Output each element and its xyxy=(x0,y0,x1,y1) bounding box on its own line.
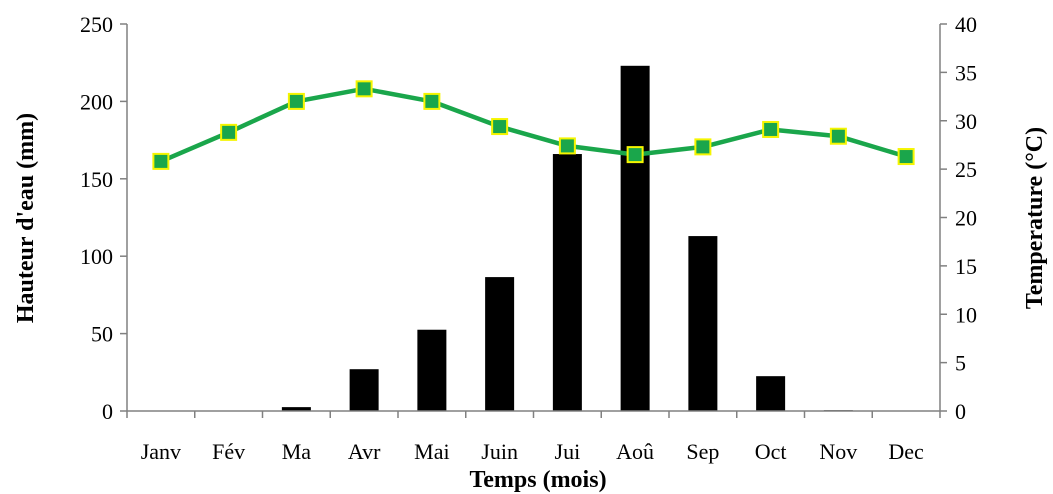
rainfall-bar xyxy=(349,369,379,411)
temperature-marker xyxy=(694,138,712,156)
x-tick-label: Jui xyxy=(555,439,581,464)
temperature-marker xyxy=(423,92,441,110)
left-y-tick-label: 150 xyxy=(80,167,113,192)
right-axis-title: Temperature (°C) xyxy=(1022,127,1048,309)
left-axis-title: Hauteur d'eau (mm) xyxy=(13,113,39,323)
temperature-line xyxy=(160,86,907,164)
rainfall-bar xyxy=(552,154,582,412)
right-y-tick-label: 40 xyxy=(955,12,977,37)
ticks xyxy=(120,23,947,418)
temperature-marker xyxy=(491,118,509,136)
x-tick-label: Juin xyxy=(481,439,518,464)
left-y-tick-label: 250 xyxy=(80,12,113,37)
x-tick-label: Fév xyxy=(212,439,245,464)
axes xyxy=(126,24,941,412)
rainfall-bar xyxy=(756,376,786,411)
right-y-tick-label: 30 xyxy=(955,109,977,134)
right-y-tick-label: 35 xyxy=(955,60,977,85)
temperature-line-series xyxy=(152,80,915,170)
x-tick-label: Sep xyxy=(686,439,719,464)
right-y-tick-label: 25 xyxy=(955,157,977,182)
x-tick-label: Ma xyxy=(282,439,312,464)
rainfall-bar xyxy=(417,329,447,411)
x-tick-label: Avr xyxy=(348,439,381,464)
left-y-tick-label: 200 xyxy=(80,89,113,114)
rainfall-bar xyxy=(485,277,515,411)
x-tick-label: Oct xyxy=(755,439,787,464)
tick-labels: 0 50 100 150 200 250 0 5 10 15 20 25 30 35 40 Janv Fév Ma… xyxy=(80,12,977,464)
temperature-marker xyxy=(220,123,238,141)
rainfall-bar xyxy=(281,407,311,411)
temperature-marker xyxy=(626,146,644,164)
right-y-tick-label: 5 xyxy=(955,351,966,376)
x-tick-label: Nov xyxy=(819,439,857,464)
x-axis-title: Temps (mois) xyxy=(469,467,606,493)
temperature-marker xyxy=(558,137,576,155)
temperature-marker xyxy=(355,80,373,98)
temperature-marker xyxy=(152,152,170,170)
right-y-tick-label: 0 xyxy=(955,399,966,424)
left-y-tick-label: 100 xyxy=(80,244,113,269)
right-y-tick-label: 20 xyxy=(955,206,977,231)
x-tick-label: Mai xyxy=(414,439,449,464)
x-tick-label: Dec xyxy=(888,439,924,464)
temperature-marker xyxy=(287,92,305,110)
temperature-marker xyxy=(829,127,847,145)
temperature-marker xyxy=(897,148,915,166)
left-y-tick-label: 0 xyxy=(102,399,113,424)
rainfall-bar xyxy=(688,236,718,411)
x-tick-label: Aoû xyxy=(616,439,654,464)
right-y-tick-label: 10 xyxy=(955,302,977,327)
temperature-marker xyxy=(762,120,780,138)
rainfall-bar xyxy=(620,65,650,412)
left-y-tick-label: 50 xyxy=(91,322,113,347)
bar-series xyxy=(281,65,853,412)
x-tick-label: Janv xyxy=(141,439,181,464)
right-y-tick-label: 15 xyxy=(955,254,977,279)
